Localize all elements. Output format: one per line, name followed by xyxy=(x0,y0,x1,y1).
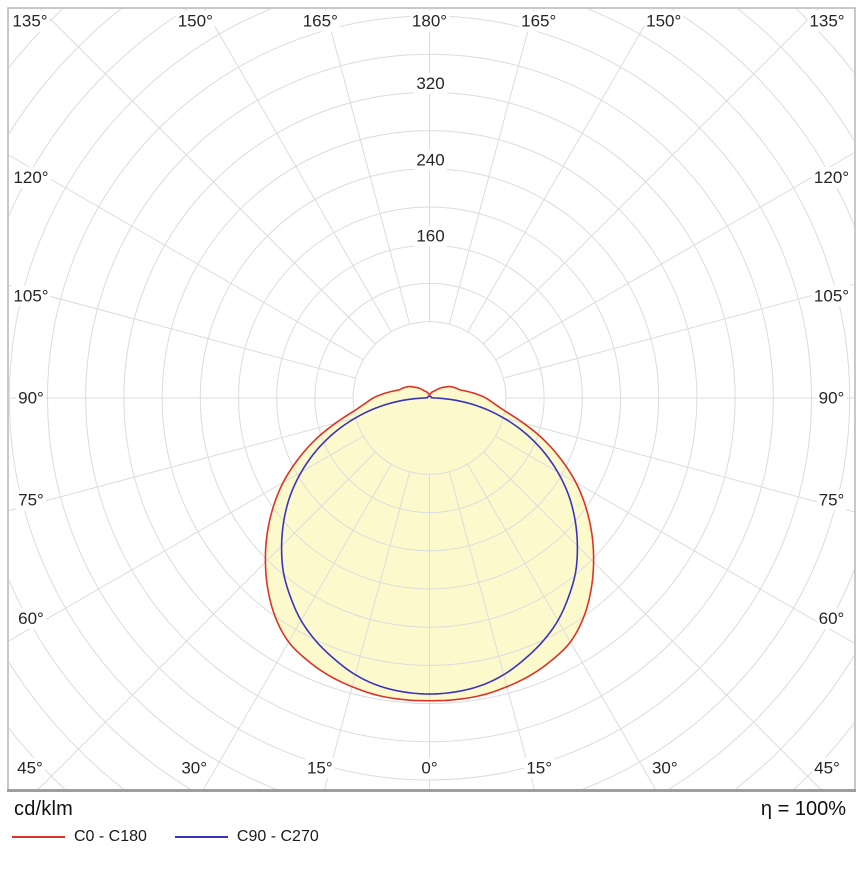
angle-label: 75° xyxy=(18,491,44,510)
angle-label: 30° xyxy=(652,759,678,778)
label-mask xyxy=(16,489,46,511)
grid-radial xyxy=(448,9,535,325)
radial-tick-label: 240 xyxy=(416,150,444,169)
angle-label: 150° xyxy=(646,12,681,31)
grid-radial xyxy=(324,9,411,325)
label-mask xyxy=(10,10,50,32)
angle-label: 90° xyxy=(819,389,845,408)
label-mask xyxy=(16,387,46,409)
label-mask xyxy=(812,757,842,779)
label-mask xyxy=(409,10,450,32)
axis-labels: 0° 15° 15° 30° 30° 45° 45° 60° 60° 75° 75° 90° 90° 10… xyxy=(10,10,852,779)
label-mask xyxy=(811,167,852,189)
angle-label: 15° xyxy=(307,759,333,778)
grid-radial xyxy=(467,463,656,789)
label-mask xyxy=(11,167,51,189)
label-mask xyxy=(644,10,684,32)
angle-label: 0° xyxy=(421,759,437,778)
label-mask xyxy=(304,757,335,779)
label-mask xyxy=(414,72,447,94)
grid-radial xyxy=(483,9,820,345)
grid-radial xyxy=(495,435,854,644)
grid-radial xyxy=(448,471,535,789)
label-mask xyxy=(16,607,46,629)
angle-label: 120° xyxy=(814,168,849,187)
legend-line-c0-c180 xyxy=(12,836,65,838)
angle-label: 180° xyxy=(412,12,447,31)
legend-line-c90-c270 xyxy=(174,836,228,838)
grid-radial xyxy=(503,283,854,379)
grid-radial xyxy=(9,417,356,512)
radial-tick-label: 160 xyxy=(416,227,444,246)
angle-label: 165° xyxy=(521,12,556,31)
label-mask xyxy=(816,607,847,629)
grid-radial xyxy=(9,154,364,361)
label-mask xyxy=(300,10,340,32)
label-mask xyxy=(11,285,51,307)
grid-radial xyxy=(9,284,356,379)
angle-label: 90° xyxy=(18,389,44,408)
label-mask xyxy=(524,757,555,779)
grid-radial xyxy=(324,471,411,789)
label-mask xyxy=(179,757,210,779)
curve-c90-c270 xyxy=(280,395,579,695)
label-mask xyxy=(816,489,847,511)
grid-radial xyxy=(495,152,854,361)
angle-label: 60° xyxy=(18,609,44,628)
angle-label: 45° xyxy=(814,759,840,778)
legend: C0 - C180 C90 - C270 xyxy=(12,828,319,846)
label-mask xyxy=(414,149,447,171)
grid-radial xyxy=(467,9,655,333)
label-mask xyxy=(807,10,847,32)
radial-tick-label: 320 xyxy=(416,74,444,93)
grid-radial xyxy=(37,451,376,789)
label-mask xyxy=(15,757,45,779)
angle-label: 75° xyxy=(819,491,845,510)
angle-label: 15° xyxy=(526,759,552,778)
label-mask xyxy=(816,387,847,409)
unit-label: cd/klm xyxy=(14,798,73,820)
label-mask xyxy=(649,757,680,779)
angle-label: 45° xyxy=(17,759,43,778)
grid-radial xyxy=(9,435,364,642)
angle-label: 150° xyxy=(178,12,213,31)
label-mask xyxy=(175,10,215,32)
angle-label: 135° xyxy=(12,12,47,31)
curve-c0-c180 xyxy=(264,385,595,702)
grid-radial xyxy=(39,9,376,345)
efficiency-label: η = 100% xyxy=(760,798,846,820)
angle-label: 135° xyxy=(809,12,844,31)
polar-chart: 0° 15° 15° 30° 30° 45° 45° 60° 60° 75° 75° 90° 90° 10… xyxy=(7,7,856,792)
angle-label: 105° xyxy=(13,286,48,305)
legend-label-c90-c270: C90 - C270 xyxy=(236,828,319,845)
grid-radial xyxy=(203,463,392,789)
grid-radial xyxy=(483,451,822,789)
label-mask xyxy=(414,225,447,247)
grid-radial xyxy=(503,417,854,513)
label-mask xyxy=(519,10,559,32)
legend-label-c0-c180: C0 - C180 xyxy=(74,828,147,845)
angle-label: 105° xyxy=(814,286,849,305)
angle-label: 165° xyxy=(303,12,338,31)
angle-label: 30° xyxy=(181,759,207,778)
grid-radial xyxy=(204,9,392,333)
label-mask xyxy=(811,285,852,307)
label-mask xyxy=(419,757,440,779)
angle-label: 120° xyxy=(13,168,48,187)
angle-label: 60° xyxy=(819,609,845,628)
